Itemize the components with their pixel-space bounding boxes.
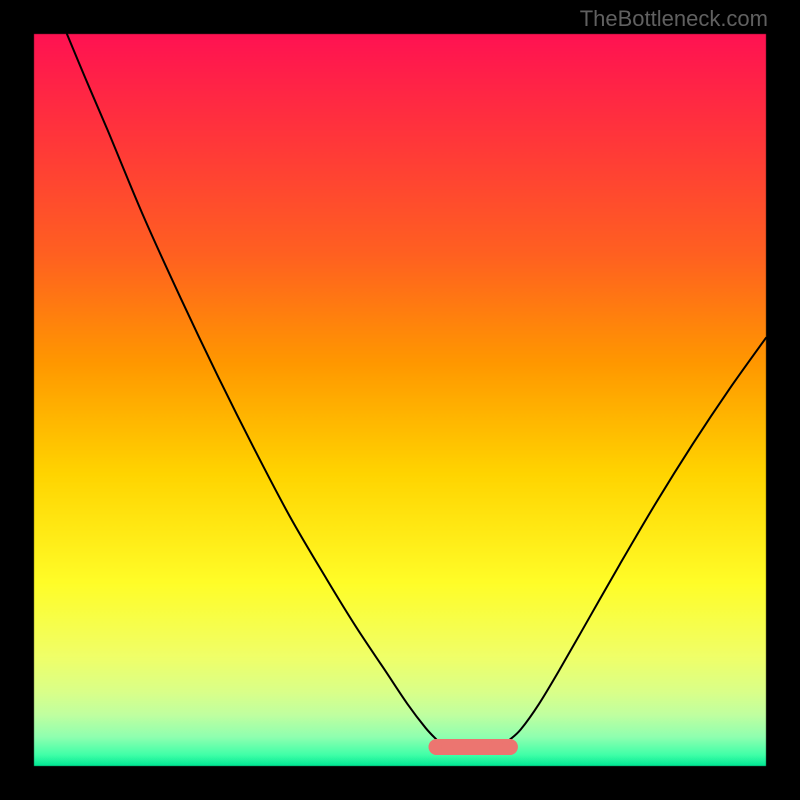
watermark-text: TheBottleneck.com <box>580 6 768 32</box>
curve-left <box>67 34 437 740</box>
chart-stage: TheBottleneck.com <box>0 0 800 800</box>
optimal-range-bead <box>502 739 518 755</box>
curve-right <box>510 338 766 740</box>
bottleneck-curve-plot <box>0 0 800 800</box>
